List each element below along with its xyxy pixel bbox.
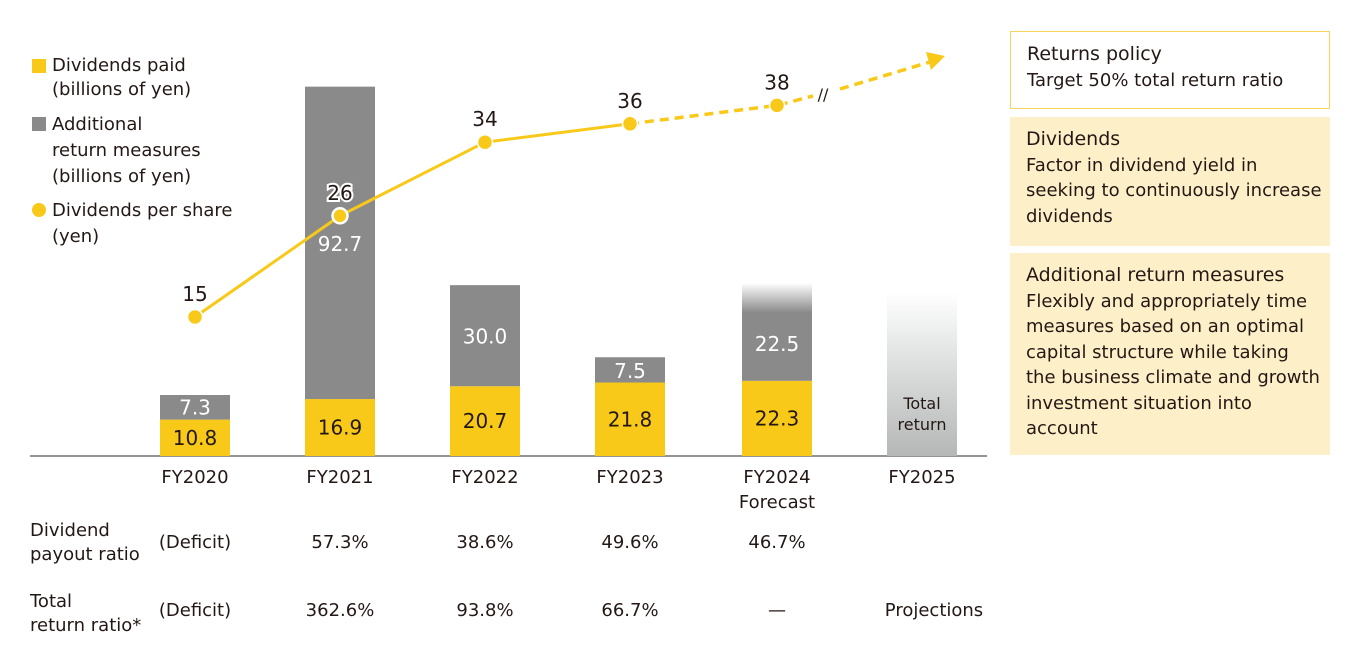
yellow-square-icon: [32, 59, 46, 73]
additional-title: Additional return measures: [1026, 264, 1285, 286]
returns-policy-box: Returns policy Target 50% total return r…: [1010, 31, 1330, 109]
bar-label-total-return: return: [898, 415, 947, 434]
table-cell: 46.7%: [748, 532, 806, 553]
bar-dividends-paid: [742, 380, 812, 456]
dps-data-label: 15: [182, 282, 207, 306]
bar-additional-return: [450, 285, 520, 387]
additional-measures-box: Additional return measures Flexibly and …: [1010, 253, 1330, 455]
dps-point: [621, 115, 639, 133]
x-tick-label: FY2025: [888, 467, 955, 488]
table-cell: 38.6%: [456, 532, 514, 553]
x-tick-label: Forecast: [739, 492, 815, 513]
legend-additional: Additional return measures (billions of …: [30, 112, 232, 190]
legend-label: Dividends per share (yen): [52, 200, 233, 247]
legend-dividends-paid: Dividends paid (billions of yen): [30, 54, 232, 102]
data-label-additional: 30.0: [463, 325, 508, 349]
dps-point: [331, 207, 349, 225]
bar-additional-return: [595, 357, 665, 383]
data-label-dividends: 21.8: [608, 407, 653, 431]
dividends-text: Factor in dividend yield in seeking to c…: [1026, 154, 1322, 227]
dps-data-label: 34: [472, 107, 497, 131]
dps-data-label: 38: [764, 70, 789, 94]
gray-square-icon: [32, 117, 46, 131]
data-label-additional: 7.3: [179, 395, 211, 419]
table-cell: 362.6%: [305, 600, 375, 621]
dps-point: [186, 308, 204, 326]
bar-additional-return: [742, 283, 812, 381]
row-label-total-return: Total return ratio*: [30, 591, 142, 636]
legend-dps: Dividends per share (yen): [30, 198, 232, 250]
bar-label-total-return: Total: [902, 394, 940, 413]
dps-point: [768, 97, 786, 114]
policy-text: Target 50% total return ratio: [1027, 69, 1284, 91]
bar-dividends-paid: [305, 399, 375, 456]
data-label-dividends: 10.8: [173, 426, 218, 450]
arrow-head-icon: [926, 52, 945, 70]
bar-dividends-paid: [160, 419, 230, 456]
returns-chart: // 10.8 7.3 FY2020 16.9 92.7 FY2021 20.7 30.0 FY…: [30, 52, 987, 513]
dps-data-label: 36: [617, 89, 642, 113]
legend-label: Additional return measures (billions of …: [52, 114, 201, 187]
table-cell: (Deficit): [158, 532, 232, 553]
data-label-dividends: 16.9: [318, 416, 363, 440]
dps-line-solid: [194, 122, 631, 319]
dps-line-forecast: [629, 94, 814, 126]
x-tick-label: FY2021: [306, 467, 373, 488]
row-label-payout: Dividend payout ratio: [30, 520, 140, 565]
bar-additional-return: [160, 395, 230, 420]
table-cell: —: [768, 600, 786, 621]
dividends-box: Dividends Factor in dividend yield in se…: [1010, 117, 1330, 246]
x-tick-label: FY2020: [161, 467, 228, 488]
dps-point: [476, 133, 494, 151]
data-label-dividends: 20.7: [463, 409, 508, 433]
additional-text: Flexibly and appropriately time measures…: [1026, 290, 1320, 440]
bar-total-return-projection: [887, 292, 957, 456]
data-label-additional: 92.7: [318, 232, 363, 256]
yellow-dot-icon: [32, 203, 46, 217]
x-tick-label: FY2023: [596, 467, 663, 488]
table-cell: 66.7%: [601, 600, 659, 621]
legend: Dividends paid (billions of yen) Additio…: [30, 54, 232, 256]
data-label-additional: 7.5: [614, 359, 646, 383]
data-label-additional: 22.5: [755, 332, 800, 356]
bar-additional-return: [305, 86, 375, 400]
bar-dividends-paid: [450, 386, 520, 456]
x-tick-label: FY2022: [451, 467, 518, 488]
legend-label: Dividends paid (billions of yen): [52, 55, 192, 100]
table-cell: 93.8%: [456, 600, 514, 621]
table-cell: Projections: [884, 600, 984, 621]
policy-title: Returns policy: [1027, 43, 1162, 65]
table-cell: 57.3%: [311, 532, 369, 553]
x-tick-label: FY2024: [743, 467, 810, 488]
dps-data-label: 26: [327, 181, 352, 205]
bar-dividends-paid: [595, 382, 665, 456]
axis-break-mark: //: [818, 85, 829, 104]
table-cell: 49.6%: [601, 532, 659, 553]
data-label-dividends: 22.3: [755, 406, 800, 430]
dps-line-projection: [839, 60, 931, 91]
dividends-title: Dividends: [1026, 128, 1121, 150]
table-cell: (Deficit): [158, 600, 232, 621]
